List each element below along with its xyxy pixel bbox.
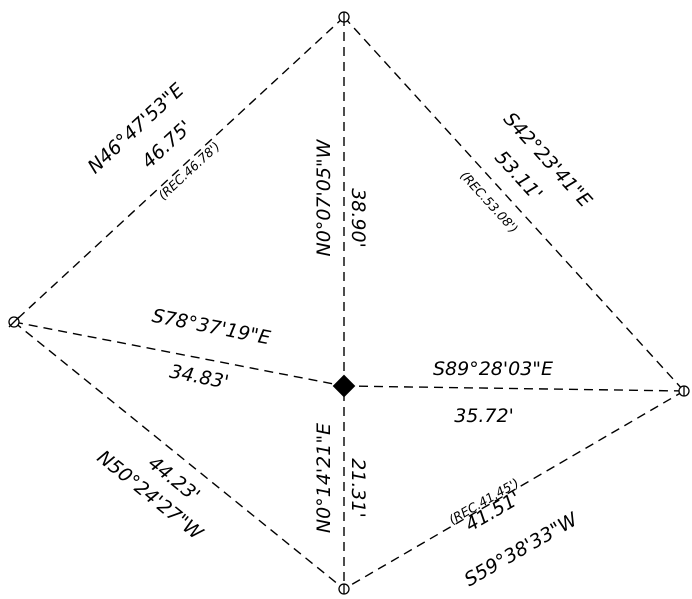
south-distance-label: 21.31' — [347, 458, 369, 518]
point-north — [338, 11, 350, 23]
north-distance-label: 38.90' — [347, 188, 369, 248]
course-line-ne — [343, 16, 685, 392]
point-west — [8, 316, 20, 328]
south-bearing-label: N0°14'21"E — [313, 423, 335, 533]
course-line-east — [343, 385, 685, 392]
east-distance-label: 35.72' — [454, 405, 514, 427]
course-line-se — [343, 390, 685, 590]
west-distance-label: 34.83' — [168, 361, 231, 394]
course-line-sw — [13, 321, 345, 590]
point-east — [678, 385, 690, 397]
center-monument-marker — [332, 374, 356, 398]
course-line-west — [13, 321, 345, 387]
east-bearing-label: S89°28'03"E — [433, 358, 553, 380]
west-bearing-label: S78°37'19"E — [150, 305, 272, 350]
point-south — [338, 583, 350, 595]
north-bearing-label: N0°07'05"W — [313, 138, 335, 256]
